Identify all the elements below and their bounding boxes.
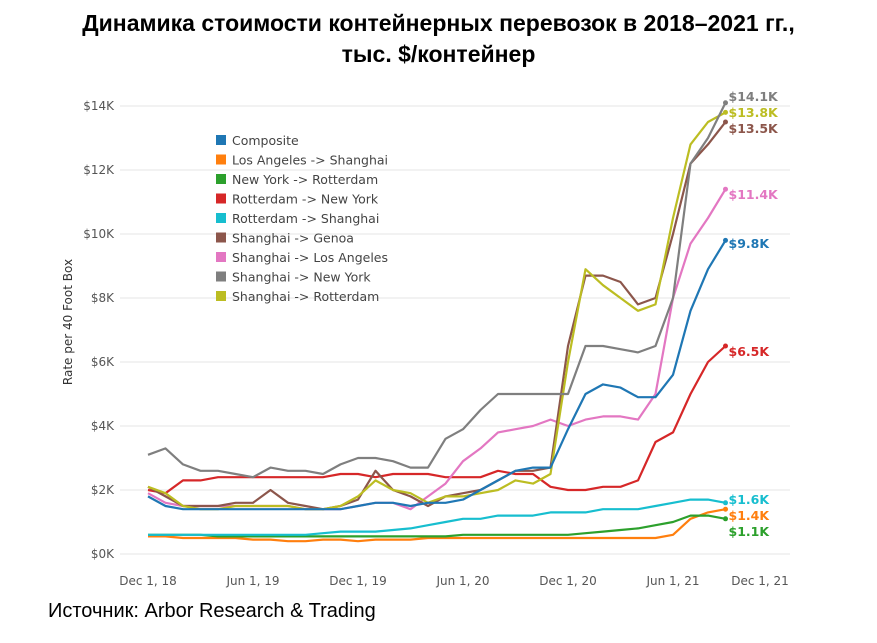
legend-label: Composite [232, 133, 299, 148]
legend-label: New York -> Rotterdam [232, 172, 378, 187]
legend-swatch [216, 252, 226, 262]
legend-label: Shanghai -> New York [232, 270, 371, 285]
end-value-label: $1.6K [729, 492, 771, 507]
legend-swatch [216, 193, 226, 204]
y-tick-label: $0K [91, 547, 115, 561]
series-end-point [723, 186, 728, 192]
x-tick-label: Dec 1, 19 [329, 574, 387, 588]
x-tick-label: Jun 1, 19 [225, 574, 279, 588]
legend-swatch [216, 154, 226, 165]
y-tick-label: $14K [83, 99, 115, 113]
chart-title-line2: тыс. $/контейнер [341, 41, 536, 67]
series-line-shanghai-genoa [147, 121, 727, 511]
legend-label: Rotterdam -> New York [232, 192, 379, 207]
x-tick-label: Dec 1, 20 [539, 574, 597, 588]
x-tick-label: Jun 1, 20 [435, 574, 489, 588]
legend-swatch [216, 213, 226, 223]
y-tick-label: $8K [91, 291, 115, 305]
legend-label: Shanghai -> Los Angeles [232, 250, 388, 265]
series-line-composite [147, 239, 727, 511]
legend-swatch [216, 232, 226, 243]
end-value-label: $9.8K [729, 236, 771, 251]
legend-swatch [216, 135, 226, 145]
series-end-point [723, 506, 728, 512]
end-value-label: $13.5K [729, 121, 780, 136]
chart-title-line1: Динамика стоимости контейнерных перевозо… [82, 10, 795, 36]
legend-swatch [216, 291, 226, 301]
source-note: Источник: Arbor Research & Trading [48, 600, 376, 622]
series-end-point [723, 100, 728, 106]
end-value-label: $1.4K [729, 508, 771, 523]
legend-label: Rotterdam -> Shanghai [232, 211, 379, 226]
end-value-label: $6.5K [729, 344, 771, 359]
y-tick-label: $10K [83, 227, 115, 241]
end-value-label: $13.8K [729, 105, 780, 120]
legend-swatch [216, 174, 226, 184]
series-line-los-angeles-shanghai [148, 508, 726, 543]
y-tick-label: $2K [91, 483, 115, 497]
series-end-point [723, 516, 728, 522]
series-end-point [723, 119, 728, 125]
end-value-label: $1.1K [729, 524, 771, 539]
series-line-new-york-rotterdam [148, 514, 726, 538]
legend-label: Los Angeles -> Shanghai [232, 153, 388, 168]
end-value-label: $11.4K [729, 187, 780, 202]
series-end-point [723, 500, 728, 506]
x-tick-label: Jun 1, 21 [645, 574, 699, 588]
series-end-point [723, 237, 728, 243]
series-line-shanghai-rotterdam [147, 111, 727, 511]
legend-label: Shanghai -> Rotterdam [232, 289, 379, 304]
series-end-point [723, 343, 728, 349]
series-line-shanghai-new-york [147, 102, 727, 479]
series-line-rotterdam-shanghai [148, 498, 726, 536]
y-tick-label: $6K [91, 355, 115, 369]
legend-swatch [216, 271, 226, 282]
series-end-point [723, 109, 728, 115]
y-tick-label: $12K [83, 163, 115, 177]
y-axis-label: Rate per 40 Foot Box [61, 259, 75, 385]
chart-title: Динамика стоимости контейнерных перевозо… [0, 8, 877, 70]
series-line-rotterdam-new-york [147, 345, 727, 495]
legend-label: Shanghai -> Genoa [232, 231, 354, 246]
end-value-label: $14.1K [729, 89, 780, 104]
x-tick-label: Dec 1, 21 [731, 574, 789, 588]
y-tick-label: $4K [91, 419, 115, 433]
x-tick-label: Dec 1, 18 [119, 574, 177, 588]
